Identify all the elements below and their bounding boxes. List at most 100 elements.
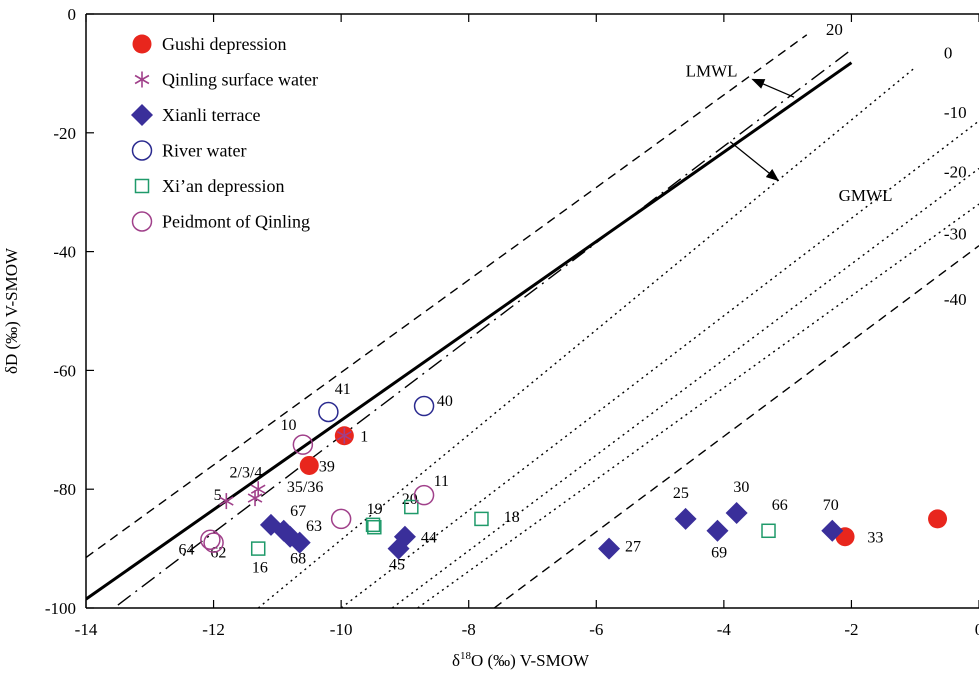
x-tick-label: -8 (462, 620, 476, 639)
data-point-xi-an-depression (404, 499, 419, 515)
point-label: 10 (281, 417, 297, 434)
reference-line-4 (340, 120, 979, 608)
point-label: 64 (178, 542, 194, 559)
point-label: 70 (823, 497, 839, 514)
line-label: 20 (826, 20, 843, 39)
data-point-xianli-terrace (821, 519, 844, 542)
data-point-peidmont-of-qinling (203, 532, 224, 553)
line-label: -30 (944, 225, 967, 244)
legend-marker (132, 34, 152, 54)
point-label: 63 (306, 518, 322, 535)
point-label: 62 (210, 545, 226, 562)
data-point-river-water (318, 401, 339, 423)
asterisk-stroke (247, 493, 263, 503)
point-label: 2/3/4 (230, 464, 263, 481)
legend-marker (134, 71, 150, 88)
line-label: -10 (944, 103, 967, 122)
y-tick-label: -40 (53, 243, 76, 262)
asterisk-stroke (337, 431, 352, 441)
y-tick-label: 0 (68, 5, 77, 24)
point-label: 18 (504, 509, 520, 526)
x-axis-title-rest: O (‰) V-SMOW (471, 651, 590, 670)
line-label: 0 (944, 44, 953, 63)
point-label: 66 (772, 497, 788, 514)
x-tick-label: -12 (202, 620, 225, 639)
data-point-gushi-depression (299, 455, 319, 475)
point-label: 39 (319, 458, 335, 475)
y-tick-label: -100 (45, 599, 76, 618)
x-tick-label: -10 (330, 620, 353, 639)
asterisk-stroke (134, 74, 150, 85)
point-label: 19 (367, 501, 383, 518)
annotation-label: GMWL (839, 186, 893, 205)
y-tick-label: -60 (53, 361, 76, 380)
y-tick-label: -80 (53, 480, 76, 499)
legend-label: Gushi depression (162, 34, 287, 54)
point-label: 45 (389, 556, 405, 573)
x-axis-title: δ18O (‰) V-SMOW (452, 650, 590, 670)
data-point-peidmont-of-qinling (413, 484, 435, 506)
data-point-xi-an-depression (250, 541, 266, 556)
line-label: -40 (944, 290, 967, 309)
point-label: 41 (335, 381, 351, 398)
point-label: 27 (625, 539, 641, 556)
point-label: 33 (867, 530, 883, 547)
x-tick-label: -6 (589, 620, 603, 639)
legend-marker (131, 104, 153, 126)
point-label: 16 (252, 559, 268, 576)
legend-label: Xi’an depression (162, 176, 284, 196)
x-tick-label: -2 (844, 620, 858, 639)
data-point-xianli-terrace (725, 501, 748, 524)
reference-line-3 (257, 66, 916, 608)
data-point-peidmont-of-qinling (200, 529, 221, 550)
reference-line-6 (417, 203, 979, 608)
data-point-qinling-surface-water (247, 490, 263, 507)
point-label: 30 (733, 479, 749, 496)
x-axis-title-sup: 18 (460, 650, 472, 662)
point-label: 40 (437, 393, 453, 410)
data-point-peidmont-of-qinling (292, 434, 314, 455)
data-point-xianli-terrace (674, 507, 697, 530)
legend-label: Qinling surface water (162, 70, 318, 90)
point-label: 25 (673, 485, 689, 502)
annotation-arrow (729, 141, 780, 182)
point-label: 35/36 (287, 479, 323, 496)
y-tick-label: -20 (53, 124, 76, 143)
point-label: 44 (421, 530, 437, 547)
legend-label: River water (162, 141, 246, 161)
asterisk-stroke (250, 484, 266, 494)
data-point-xianli-terrace (288, 531, 311, 554)
reference-line-0 (86, 61, 853, 601)
annotation-arrow (751, 78, 795, 98)
point-label: 69 (711, 545, 727, 562)
reference-line-7 (493, 245, 979, 608)
data-point-xianli-terrace (706, 519, 729, 542)
data-point-qinling-surface-water (337, 427, 352, 444)
data-point-qinling-surface-water (250, 481, 266, 498)
x-tick-label: -14 (75, 620, 98, 639)
legend-marker (131, 211, 153, 232)
data-point-xi-an-depression (761, 523, 776, 539)
y-axis-title: δD (‰) V-SMOW (2, 247, 21, 374)
line-label: -20 (944, 162, 967, 181)
annotation-label: LMWL (686, 61, 738, 80)
point-label: 67 (290, 503, 306, 520)
reference-line-2 (86, 34, 808, 559)
data-point-qinling-surface-water (219, 493, 234, 510)
asterisk-stroke (219, 496, 234, 506)
point-label: 11 (434, 473, 449, 490)
data-point-xi-an-depression (474, 511, 489, 527)
data-point-xi-an-depression (365, 517, 381, 533)
legend-marker (131, 140, 153, 161)
point-label: 5 (214, 487, 222, 504)
legend-marker (134, 178, 150, 194)
data-point-xianli-terrace (598, 537, 621, 560)
data-point-xianli-terrace (387, 537, 410, 560)
point-label: 20 (402, 491, 418, 508)
x-tick-label: -4 (717, 620, 732, 639)
x-axis-title-main: δ (452, 651, 460, 670)
legend-label: Peidmont of Qinling (162, 212, 310, 232)
reference-line-1 (117, 49, 852, 606)
